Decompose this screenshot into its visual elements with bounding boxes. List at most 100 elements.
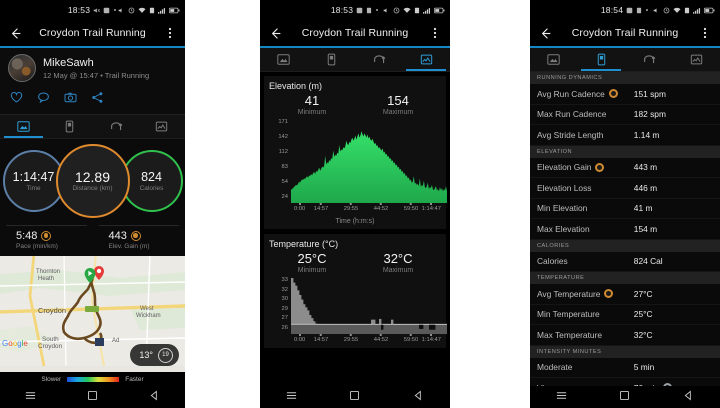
- detail-row-value: 151 spm: [634, 89, 666, 99]
- detail-row[interactable]: Elevation Gain 443 m: [530, 158, 720, 178]
- y-tick-label: 142: [278, 134, 288, 140]
- tab-laps[interactable]: [93, 115, 139, 138]
- home-icon[interactable]: [87, 388, 98, 406]
- recents-icon[interactable]: [556, 388, 567, 406]
- detail-row-value-label: 443 m: [633, 162, 658, 173]
- x-tick: 44:52: [374, 203, 388, 212]
- app-notification-icon: [103, 7, 110, 13]
- avatar[interactable]: [8, 54, 36, 82]
- elevation-plot[interactable]: 171 142 112 83 54 24 0:00 14:57 29:55 44:52 59:50…: [269, 118, 447, 215]
- detail-row[interactable]: Max Temperature 32°C: [530, 325, 720, 346]
- detail-row-key-label: Max Run Cadence: [537, 109, 607, 120]
- ring-distance-value: 12.89: [74, 169, 111, 185]
- back-arrow-icon[interactable]: [266, 24, 284, 42]
- share-icon[interactable]: [91, 91, 104, 109]
- sim-icon: [684, 7, 690, 13]
- y-tick-label: 27: [281, 315, 288, 322]
- tab-charts[interactable]: [403, 48, 451, 71]
- temperature-bar: [433, 324, 436, 330]
- detail-row[interactable]: Vigorous 70 min: [530, 378, 720, 386]
- tab-summary[interactable]: [260, 48, 308, 71]
- back-arrow-icon[interactable]: [536, 24, 554, 42]
- tab-details[interactable]: [308, 48, 356, 71]
- elevation-area-chart[interactable]: [291, 118, 447, 203]
- signal-icon: [423, 7, 431, 14]
- camera-icon[interactable]: [64, 91, 77, 109]
- detail-row[interactable]: Moderate 5 min: [530, 358, 720, 378]
- overflow-menu-icon[interactable]: [696, 24, 714, 42]
- tab-summary[interactable]: [530, 48, 578, 71]
- ring-distance-label: Distance (km): [72, 185, 113, 192]
- detail-row[interactable]: Max Elevation 154 m: [530, 219, 720, 240]
- detail-row[interactable]: Min Elevation 41 m: [530, 199, 720, 219]
- status-bar-center: 18:53: [331, 5, 379, 15]
- wifi-icon: [138, 7, 146, 13]
- tab-laps[interactable]: [355, 48, 403, 71]
- overflow-menu-icon[interactable]: [161, 24, 179, 42]
- temperature-bar: [371, 319, 374, 325]
- x-tick: 0:00: [294, 203, 305, 212]
- record-badge-icon: [130, 231, 141, 241]
- detail-row[interactable]: Avg Temperature 27°C: [530, 284, 720, 305]
- record-badge-icon: [604, 289, 614, 299]
- tab-details[interactable]: [46, 115, 92, 138]
- y-tick-label: 26: [281, 325, 288, 331]
- temperature-min-label: Minimum: [297, 267, 327, 274]
- app-bar: Croydon Trail Running: [260, 20, 450, 46]
- record-badge-icon: [595, 162, 605, 172]
- temperature-bar: [301, 299, 304, 325]
- recents-icon[interactable]: [25, 388, 36, 406]
- detail-row-value-label: 824 Cal: [633, 256, 663, 267]
- temperature-plot[interactable]: 33 32 30 29 27 26 0:00 14:57 29:55 44:52 59:50 1:1…: [269, 276, 447, 346]
- temperature-bar-chart[interactable]: [291, 276, 447, 334]
- detail-row[interactable]: Max Run Cadence 182 spm: [530, 105, 720, 125]
- status-bar-center: 18:54: [601, 5, 649, 15]
- detail-row-key: Avg Temperature: [537, 289, 634, 299]
- detail-row-value: 446 m: [634, 183, 657, 193]
- android-nav-bar: [530, 386, 720, 408]
- vibrate-icon: [653, 7, 657, 13]
- note-icon: [367, 7, 372, 13]
- stat-pace: 5:48 Pace (min/km): [6, 225, 87, 250]
- detail-row[interactable]: Min Temperature 25°C: [530, 305, 720, 325]
- tab-summary[interactable]: [0, 115, 46, 138]
- nav-back-icon[interactable]: [413, 388, 424, 406]
- temperature-bar: [373, 319, 376, 325]
- stat-elev-gain: 443 Elev. Gain (m): [98, 225, 179, 250]
- nav-back-icon[interactable]: [683, 388, 694, 406]
- recents-icon[interactable]: [286, 388, 297, 406]
- detail-row-value-label: 41 m: [633, 203, 653, 214]
- home-icon[interactable]: [619, 388, 630, 406]
- back-arrow-icon[interactable]: [6, 24, 24, 42]
- dot-icon: [646, 9, 649, 11]
- tab-bar: [260, 48, 450, 72]
- nav-back-icon[interactable]: [149, 388, 160, 406]
- tab-details[interactable]: [578, 48, 626, 71]
- tab-charts[interactable]: [139, 115, 185, 138]
- detail-row[interactable]: Avg Run Cadence 151 spm: [530, 84, 720, 105]
- activity-detail-list[interactable]: Running Dynamics Avg Run Cadence 151 spm Ma…: [530, 72, 720, 386]
- route-map[interactable]: Thornton Heath Croydon West Wickham Sout…: [0, 256, 185, 386]
- x-tick: 0:00: [294, 334, 305, 343]
- temperature-bar: [295, 285, 298, 325]
- detail-row-key: Max Run Cadence: [537, 109, 634, 119]
- detail-row[interactable]: Calories 824 Cal: [530, 252, 720, 272]
- heart-icon[interactable]: [10, 91, 23, 109]
- phone-panel-details: 18:54 Croydon Trail Running: [530, 0, 720, 408]
- tab-laps[interactable]: [625, 48, 673, 71]
- home-icon[interactable]: [349, 388, 360, 406]
- elevation-max-value: 154: [387, 93, 409, 108]
- page-title: Croydon Trail Running: [571, 27, 679, 39]
- detail-row[interactable]: Avg Stride Length 1.14 m: [530, 125, 720, 146]
- comment-icon[interactable]: [37, 91, 50, 109]
- detail-row[interactable]: Elevation Loss 446 m: [530, 178, 720, 199]
- detail-row-value-label: 446 m: [633, 182, 658, 193]
- charts-spacer: [260, 348, 450, 386]
- overflow-menu-icon[interactable]: [426, 24, 444, 42]
- detail-row-key: Avg Run Cadence: [537, 89, 634, 99]
- x-tick: 59:50: [404, 334, 418, 343]
- detail-row-value-label: 1.14 m: [633, 129, 660, 140]
- battery-icon: [434, 7, 445, 13]
- tab-charts[interactable]: [673, 48, 720, 71]
- profile-header[interactable]: MikeSawh 12 May @ 15:47 • Trail Running: [0, 48, 185, 87]
